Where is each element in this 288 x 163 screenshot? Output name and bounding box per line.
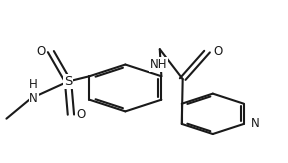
Text: N: N bbox=[29, 92, 38, 105]
Text: S: S bbox=[64, 75, 72, 88]
Text: O: O bbox=[37, 45, 46, 58]
Text: O: O bbox=[213, 45, 223, 58]
Text: NH: NH bbox=[149, 58, 167, 71]
Text: O: O bbox=[76, 108, 85, 121]
Text: H: H bbox=[29, 78, 38, 91]
Text: N: N bbox=[251, 117, 260, 130]
